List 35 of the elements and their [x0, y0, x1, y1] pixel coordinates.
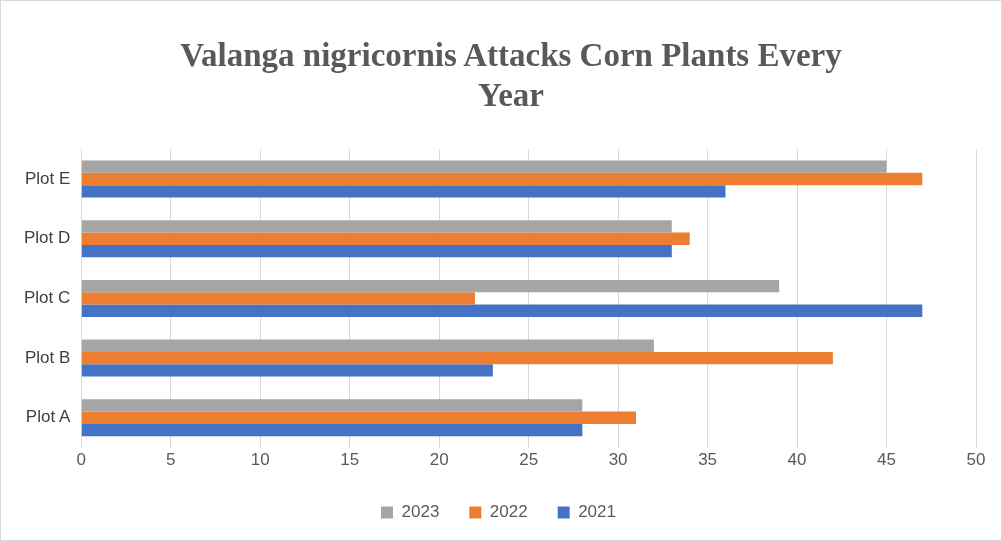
- chart-title: Valanga nigricornis Attacks Corn Plants Every Year: [179, 36, 843, 115]
- bar: [81, 339, 654, 352]
- bar: [81, 399, 583, 412]
- bar: [81, 364, 493, 377]
- y-tick-label: Plot C: [24, 288, 71, 308]
- x-tick-label: 15: [340, 450, 360, 470]
- x-tick-label: 50: [966, 450, 986, 470]
- x-tick-label: 35: [698, 450, 718, 470]
- x-tick-label: 10: [250, 450, 270, 470]
- bar: [81, 292, 475, 305]
- y-tick-label: Plot A: [25, 407, 71, 427]
- x-tick-label: 20: [429, 450, 449, 470]
- bar: [81, 279, 780, 293]
- bar: [81, 244, 672, 258]
- bar: [81, 411, 637, 424]
- bar: [81, 172, 923, 186]
- x-tick-label: 5: [166, 450, 176, 470]
- x-tick-label: 30: [608, 450, 628, 470]
- bar: [81, 351, 833, 365]
- bar: [81, 423, 583, 437]
- legend-label: 2022: [489, 502, 528, 522]
- bar: [81, 232, 690, 245]
- x-tick-label: 25: [519, 450, 539, 470]
- y-tick-label: Plot E: [24, 168, 71, 188]
- bar: [81, 185, 726, 198]
- x-tick-label: 45: [877, 450, 896, 470]
- bar: [81, 160, 887, 173]
- legend-label: 2021: [578, 502, 616, 522]
- x-tick-label: 40: [787, 450, 807, 470]
- y-tick-label: Plot D: [24, 228, 71, 248]
- legend-label: 2023: [401, 502, 440, 522]
- bar: [81, 304, 923, 317]
- x-tick-label: 0: [76, 450, 87, 470]
- bar: [81, 220, 672, 233]
- y-tick-label: Plot B: [24, 347, 71, 367]
